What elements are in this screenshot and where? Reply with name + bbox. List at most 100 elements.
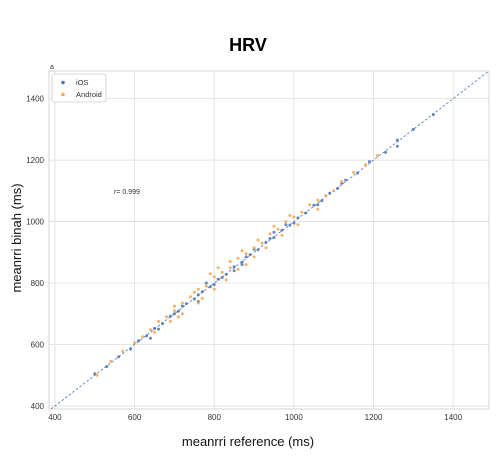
point-ios bbox=[145, 334, 149, 338]
legend-label-android: Android bbox=[76, 90, 102, 99]
legend-swatch-android bbox=[61, 92, 65, 97]
point-ios bbox=[312, 203, 316, 207]
point-android bbox=[252, 246, 256, 250]
legend: iOS Android bbox=[51, 73, 107, 103]
point-ios bbox=[356, 171, 360, 175]
legend-label-ios: iOS bbox=[76, 78, 89, 87]
point-android bbox=[332, 189, 336, 193]
point-android bbox=[208, 272, 212, 276]
point-android bbox=[364, 163, 368, 167]
point-ios bbox=[304, 211, 308, 215]
point-ios bbox=[288, 223, 292, 227]
y-tick-label: 1000 bbox=[26, 218, 44, 227]
point-android bbox=[316, 207, 320, 211]
point-ios bbox=[232, 269, 236, 273]
point-android bbox=[272, 224, 276, 228]
point-ios bbox=[431, 113, 435, 117]
point-ios bbox=[204, 281, 208, 285]
point-android bbox=[268, 232, 272, 236]
point-ios bbox=[212, 283, 216, 287]
point-android bbox=[212, 275, 216, 279]
point-android bbox=[180, 312, 184, 316]
point-android bbox=[172, 304, 176, 308]
x-tick-label: 1400 bbox=[444, 413, 462, 422]
point-ios bbox=[240, 263, 244, 267]
point-android bbox=[228, 266, 232, 270]
point-android bbox=[316, 198, 320, 202]
data-points bbox=[93, 113, 435, 377]
point-ios bbox=[168, 314, 172, 318]
point-ios bbox=[220, 276, 224, 279]
point-ios bbox=[316, 203, 320, 207]
point-ios bbox=[208, 285, 212, 289]
point-ios bbox=[272, 236, 276, 239]
y-tick-label: 1200 bbox=[26, 156, 44, 165]
point-android bbox=[141, 335, 145, 339]
point-ios bbox=[157, 327, 160, 331]
point-android bbox=[340, 180, 344, 184]
point-ios bbox=[368, 160, 371, 164]
point-android bbox=[300, 210, 304, 214]
point-ios bbox=[268, 237, 272, 240]
point-ios bbox=[172, 312, 176, 316]
x-tick-label: 400 bbox=[48, 413, 62, 422]
point-ios bbox=[196, 293, 200, 297]
point-ios bbox=[256, 248, 260, 252]
point-ios bbox=[384, 150, 387, 154]
point-ios bbox=[284, 223, 288, 227]
point-android bbox=[109, 359, 113, 363]
series-android bbox=[95, 154, 379, 377]
point-android bbox=[212, 287, 216, 291]
point-ios bbox=[137, 339, 141, 343]
point-ios bbox=[344, 178, 348, 182]
point-android bbox=[236, 267, 240, 271]
point-ios bbox=[200, 290, 204, 294]
point-android bbox=[157, 319, 160, 323]
panel-label: a bbox=[50, 64, 54, 71]
y-tick-label: 600 bbox=[31, 340, 45, 349]
identity-line-segment bbox=[50, 70, 490, 410]
point-ios bbox=[411, 127, 415, 131]
tick-labels: 400 600 800 1000 1200 1400 400 600 800 1000 1200 14… bbox=[26, 95, 462, 422]
point-ios bbox=[395, 138, 399, 142]
point-android bbox=[236, 256, 240, 260]
point-android bbox=[292, 215, 296, 219]
point-android bbox=[204, 284, 208, 288]
point-android bbox=[264, 246, 268, 250]
point-ios bbox=[248, 253, 252, 257]
point-ios bbox=[240, 260, 244, 264]
x-tick-label: 1200 bbox=[365, 413, 383, 422]
point-android bbox=[180, 301, 184, 305]
legend-swatch-ios bbox=[61, 80, 65, 85]
legend-box bbox=[51, 73, 107, 103]
point-android bbox=[176, 315, 180, 319]
point-android bbox=[244, 252, 248, 256]
point-ios bbox=[216, 277, 220, 281]
point-android bbox=[200, 296, 204, 300]
point-ios bbox=[292, 221, 296, 225]
correlation-annotation: r= 0.999 bbox=[114, 189, 140, 196]
point-ios bbox=[149, 336, 152, 340]
point-ios bbox=[328, 191, 332, 195]
point-android bbox=[133, 341, 137, 345]
x-tick-label: 800 bbox=[208, 413, 222, 422]
point-ios bbox=[296, 216, 300, 220]
point-ios bbox=[320, 199, 324, 203]
point-android bbox=[276, 227, 280, 231]
point-android bbox=[280, 233, 284, 237]
point-android bbox=[352, 170, 356, 174]
chart-title: HRV bbox=[229, 35, 267, 55]
point-ios bbox=[184, 302, 188, 306]
point-android bbox=[376, 154, 379, 157]
series-ios bbox=[93, 113, 435, 376]
plot-frame bbox=[48, 70, 490, 410]
point-android bbox=[95, 373, 99, 377]
point-ios bbox=[264, 240, 268, 244]
point-android bbox=[220, 270, 224, 274]
point-ios bbox=[280, 228, 284, 232]
point-ios bbox=[224, 272, 228, 276]
y-axis-label: meanrri binah (ms) bbox=[9, 183, 24, 292]
point-android bbox=[196, 287, 200, 291]
point-android bbox=[260, 241, 264, 245]
